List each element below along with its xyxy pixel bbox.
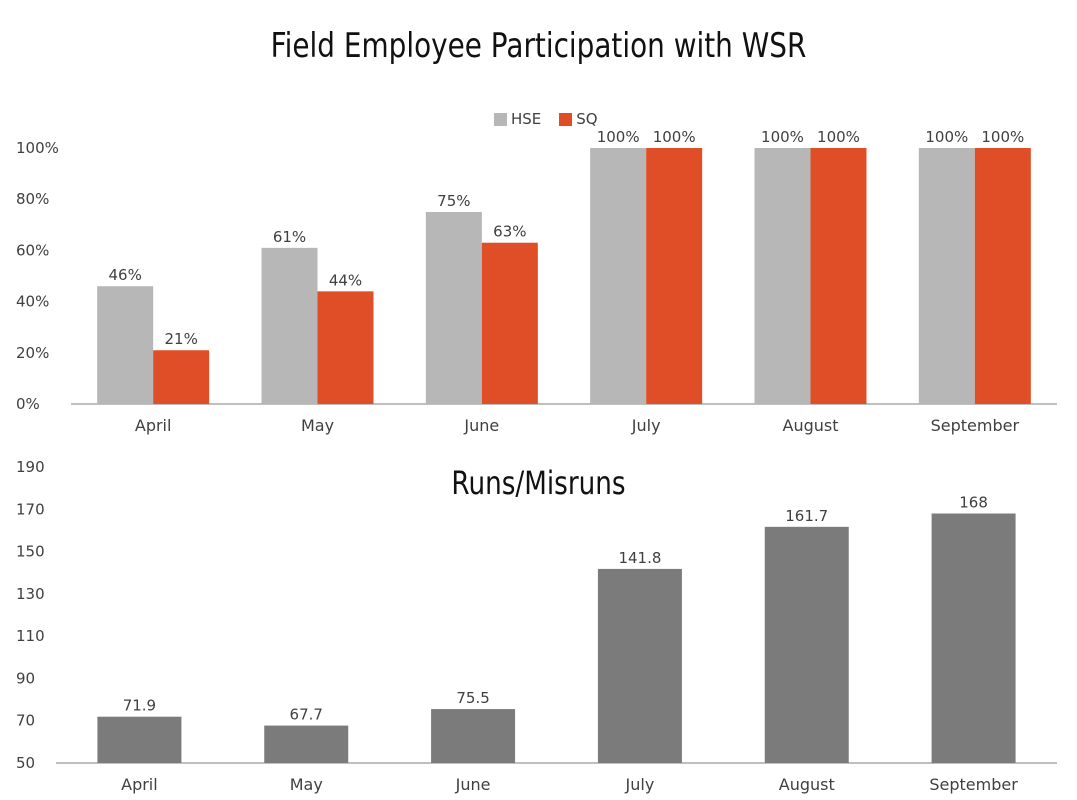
bar-sq-may [317,291,374,404]
bar-hse-may [261,247,318,404]
data-label: 75.5 [456,689,489,707]
y-tick-label: 50 [16,754,35,772]
data-label: 100% [981,128,1024,146]
data-label: 21% [164,330,197,348]
bar-hse-august [754,148,811,404]
data-label: 161.7 [785,507,828,525]
legend-item-sq: SQ [559,110,598,128]
bar-hse-june [425,212,482,404]
chart1-legend: HSE SQ [494,110,616,128]
bar-value-august [764,526,849,763]
bar-value-june [431,709,516,763]
chart1-title: Field Employee Participation with WSR [270,26,807,66]
legend-swatch-hse [494,112,507,126]
x-tick-label: September [929,775,1018,794]
y-tick-label: 80% [16,190,49,208]
y-tick-label: 100% [16,139,59,157]
data-label: 141.8 [618,549,661,567]
y-tick-label: 170 [16,500,45,518]
y-tick-label: 0% [16,395,40,413]
data-label: 71.9 [123,697,156,715]
data-label: 100% [817,128,860,146]
x-tick-label: September [931,416,1020,435]
data-label: 44% [329,271,362,289]
data-label: 100% [761,128,804,146]
y-tick-label: 60% [16,241,49,259]
bar-value-september [931,513,1016,763]
y-tick-label: 150 [16,543,45,561]
x-tick-label: April [121,775,158,794]
y-tick-label: 130 [16,585,45,603]
x-tick-label: July [625,775,655,794]
legend-label-sq: SQ [576,110,598,128]
participation-chart: 0% 20% 40% 60% 80% 100% 46% 21% April 61% 44% May 75… [16,128,1057,435]
bar-value-april [97,716,182,763]
bar-hse-july [590,148,647,404]
bar-sq-june [481,242,538,404]
x-tick-label: July [631,416,661,435]
legend-item-hse: HSE [494,110,541,128]
bar-value-may [264,725,349,763]
x-tick-label: June [463,416,499,435]
x-tick-label: May [290,775,323,794]
data-label: 168 [959,494,988,512]
bar-hse-september [918,148,975,404]
x-tick-label: August [783,416,839,435]
data-label: 63% [493,223,526,241]
bar-hse-april [97,286,154,404]
data-label: 61% [273,228,306,246]
y-tick-label: 190 [16,458,45,476]
bar-sq-september [974,148,1031,404]
data-label: 100% [597,128,640,146]
legend-label-hse: HSE [511,110,542,128]
legend-swatch-sq [559,112,573,126]
data-label: 67.7 [290,706,323,724]
y-tick-label: 20% [16,344,49,362]
x-tick-label: June [455,775,491,794]
bar-sq-july [646,148,703,404]
y-tick-label: 40% [16,293,49,311]
y-tick-label: 90 [16,669,35,687]
x-tick-label: August [779,775,835,794]
bar-value-july [597,568,682,763]
bar-sq-august [810,148,867,404]
y-tick-label: 110 [16,627,45,645]
y-tick-label: 70 [16,712,35,730]
chart2-title: Runs/Misruns [451,464,626,502]
bar-sq-april [153,350,210,404]
data-label: 100% [925,128,968,146]
data-label: 75% [437,192,470,210]
x-tick-label: April [135,416,172,435]
data-label: 46% [108,266,141,284]
x-tick-label: May [301,416,334,435]
data-label: 100% [653,128,696,146]
